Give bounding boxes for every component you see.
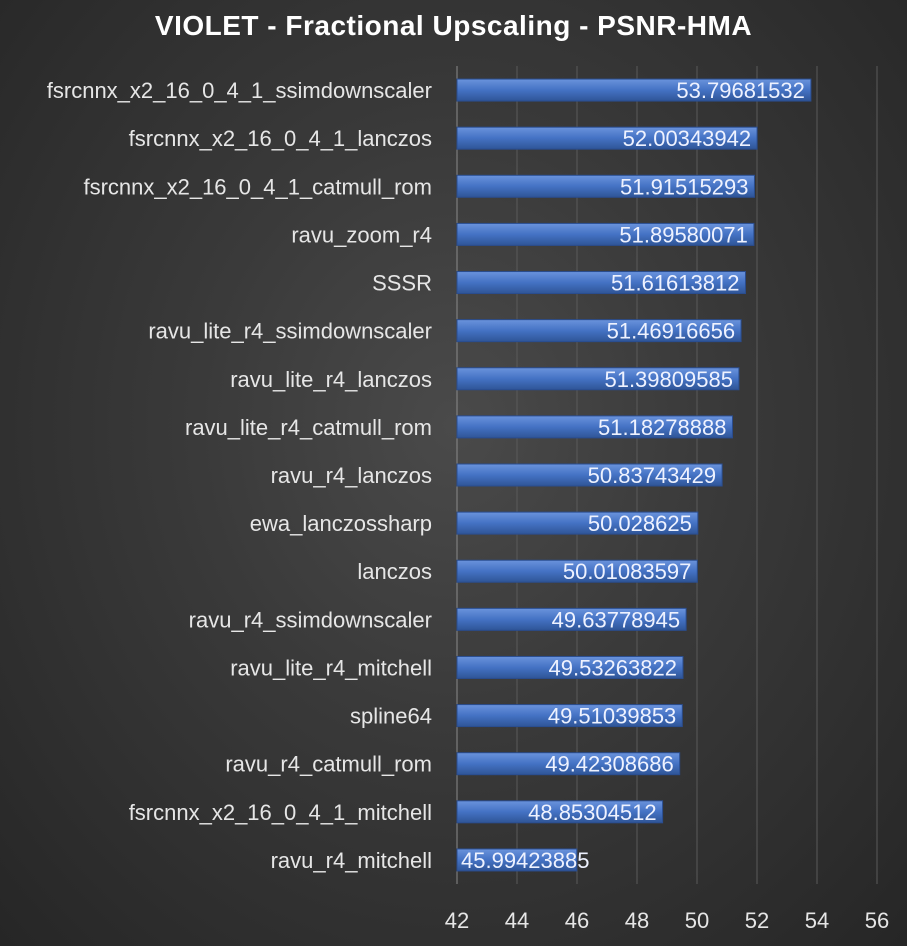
bar: [456, 655, 684, 679]
data-label: 49.42308686: [545, 752, 673, 777]
bar: [456, 78, 812, 102]
category-label: fsrcnnx_x2_16_0_4_1_lanczos: [129, 126, 432, 151]
bar: [456, 800, 664, 824]
bar: [456, 319, 742, 343]
category-label: ravu_lite_r4_ssimdownscaler: [148, 319, 432, 344]
data-label: 48.85304512: [528, 800, 656, 825]
bar: [456, 271, 746, 295]
data-label: 49.53263822: [549, 655, 677, 680]
bar: [456, 559, 698, 583]
data-label: 50.028625: [588, 511, 692, 536]
data-label: 51.61613812: [611, 271, 739, 296]
x-tick-label: 44: [505, 908, 529, 933]
x-tick-label: 50: [685, 908, 709, 933]
category-label: ravu_lite_r4_mitchell: [230, 655, 432, 680]
category-label: fsrcnnx_x2_16_0_4_1_ssimdownscaler: [47, 78, 432, 103]
data-label: 53.79681532: [676, 78, 804, 103]
category-label: ravu_zoom_r4: [291, 222, 432, 247]
x-tick-label: 42: [445, 908, 469, 933]
bars: [456, 78, 812, 872]
data-labels: 53.79681532 52.00343942 51.91515293 51.8958…: [461, 78, 805, 873]
x-tick-label: 54: [805, 908, 829, 933]
bar: [456, 367, 740, 391]
x-tick-label: 48: [625, 908, 649, 933]
bar: [456, 174, 755, 198]
data-label: 49.63778945: [552, 607, 680, 632]
data-label: 51.91515293: [620, 174, 748, 199]
data-label: 50.01083597: [563, 559, 691, 584]
x-tick-label: 52: [745, 908, 769, 933]
category-label: fsrcnnx_x2_16_0_4_1_catmull_rom: [83, 174, 432, 199]
category-label: fsrcnnx_x2_16_0_4_1_mitchell: [129, 800, 432, 825]
bar: [456, 607, 687, 631]
data-label: 50.83743429: [588, 463, 716, 488]
category-label: ravu_r4_lanczos: [271, 463, 432, 488]
bar: [456, 704, 683, 728]
x-tick-label: 46: [565, 908, 589, 933]
category-label: ewa_lanczossharp: [250, 511, 432, 536]
data-label: 52.00343942: [623, 126, 751, 151]
data-label: 51.46916656: [607, 319, 735, 344]
data-label: 51.18278888: [598, 415, 726, 440]
data-label: 51.39809585: [604, 367, 732, 392]
category-label: lanczos: [357, 559, 432, 584]
category-label: ravu_r4_catmull_rom: [225, 752, 432, 777]
bar: [456, 415, 733, 439]
bar: [456, 463, 723, 487]
x-axis-ticks: 42 44 46 48 50 52 54 56: [445, 908, 889, 933]
chart-title: VIOLET - Fractional Upscaling - PSNR-HMA: [154, 10, 753, 41]
bar: [456, 126, 758, 150]
category-label: spline64: [350, 704, 432, 729]
category-labels: fsrcnnx_x2_16_0_4_1_ssimdownscalerfsrcnn…: [47, 78, 432, 873]
data-label: 51.89580071: [619, 222, 747, 247]
category-label: SSSR: [372, 271, 432, 296]
bar: [456, 848, 578, 872]
bar: [456, 752, 681, 776]
data-label: 45.99423885: [461, 848, 589, 873]
x-tick-label: 56: [865, 908, 889, 933]
data-label: 49.51039853: [548, 704, 676, 729]
category-label: ravu_lite_r4_catmull_rom: [185, 415, 432, 440]
category-label: ravu_r4_mitchell: [271, 848, 432, 873]
bar: [456, 511, 699, 535]
category-label: ravu_lite_r4_lanczos: [230, 367, 432, 392]
bar: [456, 222, 755, 246]
category-label: ravu_r4_ssimdownscaler: [189, 607, 432, 632]
